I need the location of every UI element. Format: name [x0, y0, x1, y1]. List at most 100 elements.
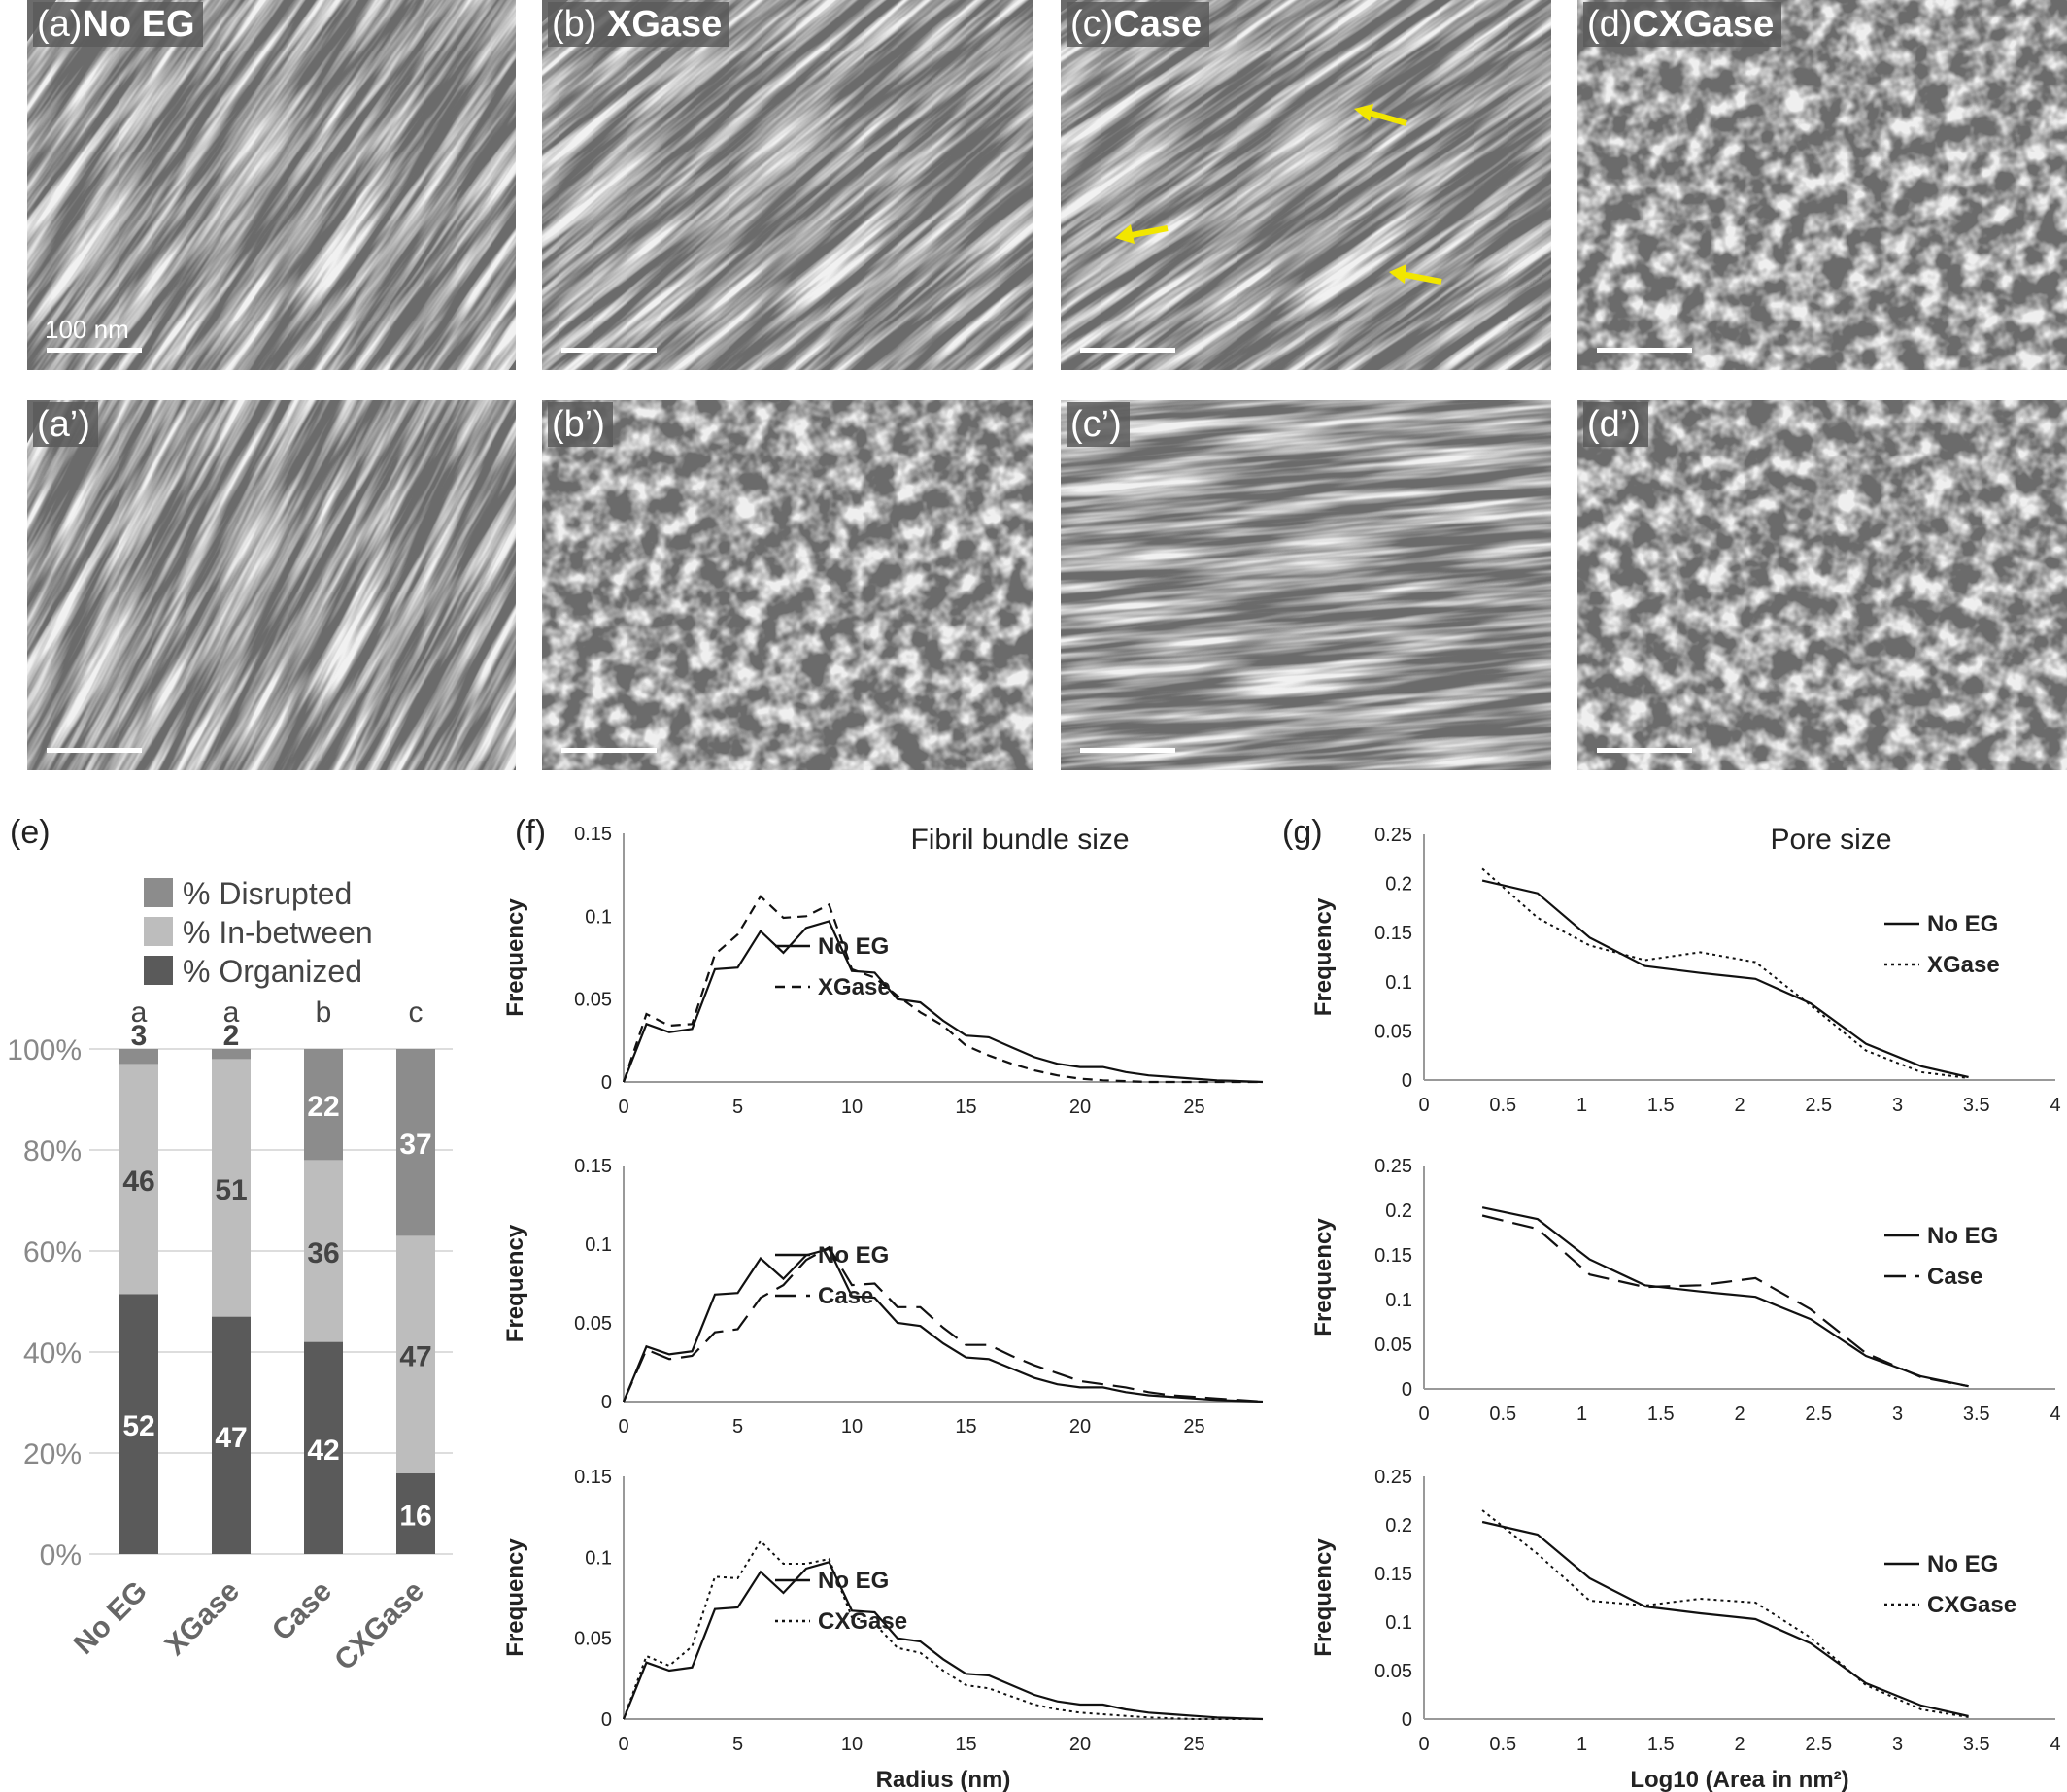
x-tick-label: 1 — [1576, 1403, 1587, 1425]
x-axis-label: Radius (nm) — [876, 1767, 1011, 1792]
y-tick-label: 0.1 — [585, 1547, 612, 1569]
data-label: 52 — [122, 1410, 154, 1442]
y-axis-label: Frequency — [1310, 1538, 1337, 1657]
micrograph-d-prime: (d’) — [1577, 400, 2067, 770]
bar-segment — [396, 1472, 435, 1554]
series-line — [623, 1539, 1263, 1720]
x-tick-label: 1.5 — [1647, 1095, 1675, 1116]
micrograph-a-prime: (a’) — [27, 400, 516, 770]
data-label: 47 — [399, 1341, 431, 1373]
x-tick-label: 0 — [1418, 1403, 1429, 1425]
y-tick-label: 0.15 — [574, 826, 612, 845]
arrow-marker — [1354, 104, 1407, 126]
x-tick-label: 15 — [955, 1734, 976, 1755]
data-label: 22 — [307, 1091, 339, 1123]
fibril-texture — [542, 400, 1033, 770]
line-chart-g3: 0 0.05 0.1 0.15 0.2 0.25 0 0.5 1 1.5 2 2.5 3 3.5 4 Freq… — [1310, 1467, 2061, 1792]
y-tick-label: 0.05 — [574, 990, 612, 1011]
x-tick-label: 2 — [1734, 1095, 1745, 1116]
y-tick-label: 0.05 — [1374, 1661, 1412, 1682]
micrograph-d: (d)CXGase — [1577, 0, 2067, 370]
legend-label: % Organized — [183, 954, 362, 989]
y-tick-label: 0.1 — [585, 1234, 612, 1256]
scale-bar — [47, 348, 142, 353]
y-tick-label: 0.25 — [1374, 1467, 1412, 1488]
y-tick-label: 0.05 — [1374, 1021, 1412, 1042]
y-axis-label: Frequency — [505, 898, 528, 1017]
x-tick-label: 1 — [1576, 1095, 1587, 1116]
figure-label-f: (f) — [515, 814, 547, 851]
bar-segment — [396, 1235, 435, 1473]
series-line — [622, 1560, 1264, 1721]
y-tick-label: 0.25 — [1374, 826, 1412, 846]
y-tick-label: 0.05 — [574, 1629, 612, 1650]
x-tick-label: 10 — [841, 1416, 863, 1437]
x-tick-label: 25 — [1183, 1097, 1204, 1118]
x-tick-label: 3.5 — [1963, 1095, 1990, 1116]
data-label: 37 — [399, 1129, 431, 1161]
data-label: 51 — [215, 1174, 247, 1206]
chart-title: Fibril bundle size — [910, 826, 1129, 856]
series-line — [1481, 879, 1969, 1079]
arrow-marker — [1115, 224, 1169, 244]
x-tick-label: 20 — [1069, 1734, 1091, 1755]
bar-segment — [304, 1160, 343, 1342]
significance-letter: c — [409, 997, 424, 1029]
x-tick-label: Case — [266, 1575, 338, 1647]
x-tick-label: 0 — [618, 1734, 628, 1755]
y-tick-label: 0.1 — [585, 906, 612, 928]
legend-label: No EG — [818, 1568, 889, 1594]
bar-segment — [396, 1049, 435, 1236]
x-tick-label: 1 — [1576, 1734, 1587, 1755]
legend-label: XGase — [1927, 952, 2000, 978]
series-line — [622, 1245, 1264, 1403]
scale-bar — [47, 748, 142, 753]
x-tick-label: 20 — [1069, 1097, 1091, 1118]
legend-swatch — [144, 917, 173, 946]
x-tick-label: 0 — [1418, 1734, 1429, 1755]
x-tick-label: 4 — [2050, 1095, 2060, 1116]
arrow-marker — [1389, 264, 1442, 285]
x-tick-label: 3 — [1892, 1734, 1903, 1755]
line-chart-f1: 0 0.05 0.1 0.15 0 5 10 15 20 25 Frequency Radius (n… — [505, 826, 1264, 1146]
data-label: 36 — [307, 1237, 339, 1269]
legend-label: CXGase — [1927, 1592, 2016, 1618]
fibril-texture — [27, 400, 516, 770]
data-label: 46 — [122, 1166, 154, 1198]
panel-label-b-prime: (b’) — [548, 402, 613, 447]
y-tick-label: 0 — [601, 1392, 612, 1413]
series-line — [1481, 1509, 1969, 1718]
series-line — [622, 895, 1263, 1084]
y-axis-label: Frequency — [1310, 1218, 1337, 1336]
y-axis-label: Frequency — [1310, 897, 1337, 1016]
x-tick-label: XGase — [159, 1575, 246, 1662]
micrograph-c-prime: (c’) — [1061, 400, 1551, 770]
y-tick-label: 0.15 — [574, 1467, 612, 1488]
x-tick-label: 0 — [1418, 1095, 1429, 1116]
x-tick-label: 5 — [732, 1734, 743, 1755]
data-label: 16 — [399, 1500, 431, 1532]
x-axis-label: Radius (nm) — [876, 1454, 1011, 1457]
series-line — [1481, 1214, 1969, 1388]
bar-segment — [119, 1064, 158, 1295]
panel-label-b: (b) XGase — [548, 2, 730, 47]
series-line — [1481, 867, 1969, 1079]
x-tick-label: 3.5 — [1963, 1403, 1990, 1425]
y-tick-label: 80% — [23, 1135, 82, 1167]
figure-label-e: (e) — [10, 814, 51, 851]
y-axis-label: Frequency — [505, 1224, 528, 1342]
legend-label: No EG — [818, 1242, 889, 1268]
x-tick-label: 0.5 — [1489, 1403, 1516, 1425]
legend-label: CXGase — [818, 1608, 907, 1635]
fibril-texture — [1577, 400, 2067, 770]
bar-segment — [304, 1341, 343, 1554]
x-tick-label: 15 — [955, 1416, 976, 1437]
legend-label: % Disrupted — [183, 876, 352, 911]
y-tick-label: 0.05 — [1374, 1335, 1412, 1356]
line-chart-g2: 0 0.05 0.1 0.15 0.2 0.25 0 0.5 1 1.5 2 2.5 3 3.5 4 Freq… — [1310, 1156, 2061, 1425]
y-tick-label: 0 — [601, 1072, 612, 1094]
x-tick-label: 1.5 — [1647, 1403, 1675, 1425]
x-tick-label: 20 — [1069, 1416, 1091, 1437]
x-tick-label: CXGase — [328, 1575, 430, 1677]
figure-label-g: (g) — [1282, 814, 1323, 851]
